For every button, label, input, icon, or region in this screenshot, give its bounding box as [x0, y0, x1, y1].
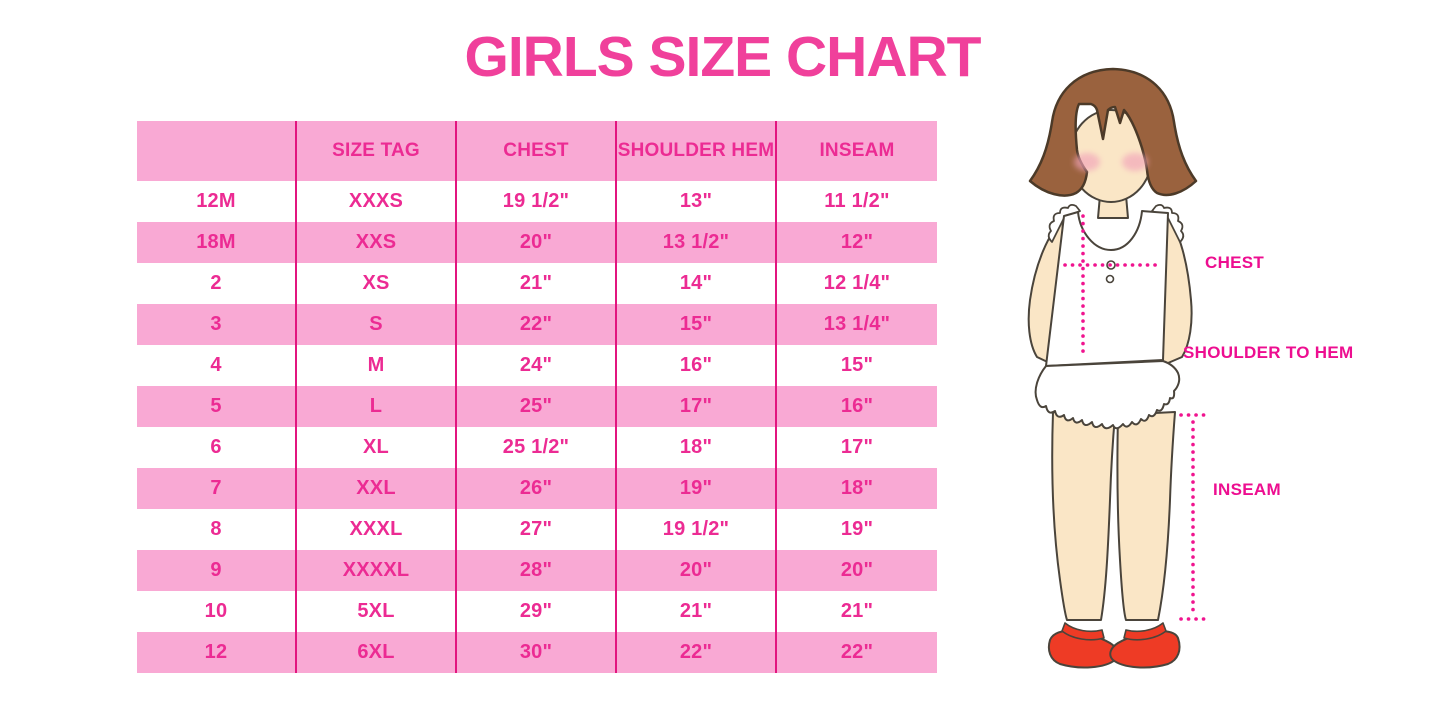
table-cell: 22" [840, 641, 874, 663]
table-row: 2 XS 21" 14" 12 1/4" [137, 263, 937, 304]
table-cell: XS [297, 263, 457, 304]
table-cell: XXXS [297, 181, 457, 222]
table-cell: 25 1/2" [457, 427, 617, 468]
table-cell: 15" [840, 354, 874, 376]
table-cell: 21" [457, 263, 617, 304]
table-cell: 13 1/2" [617, 222, 777, 263]
table-row: 5 L 25" 17" 16" [137, 386, 937, 427]
table-cell: 17" [617, 386, 777, 427]
table-cell: 12" [840, 231, 874, 253]
table-row: 6 XL 25 1/2" 18" 17" [137, 427, 937, 468]
table-row: 7 XXL 26" 19" 18" [137, 468, 937, 509]
table-cell: 15" [617, 304, 777, 345]
table-row: 10 5XL 29" 21" 21" [137, 591, 937, 632]
table-cell: S [297, 304, 457, 345]
chest-label: CHEST [1205, 253, 1265, 272]
column-header-shoulder-hem: SHOULDER HEM [617, 121, 777, 181]
table-row: 3 S 22" 15" 13 1/4" [137, 304, 937, 345]
column-header-chest: CHEST [457, 121, 617, 181]
girl-skirt [1034, 360, 1181, 430]
table-cell: 19 1/2" [617, 509, 777, 550]
table-header-row: SIZE TAG CHEST SHOULDER HEM INSEAM [137, 121, 937, 181]
table-row: 8 XXXL 27" 19 1/2" 19" [137, 509, 937, 550]
table-row: 18M XXS 20" 13 1/2" 12" [137, 222, 937, 263]
girl-top [1045, 210, 1169, 367]
table-cell: 21" [617, 591, 777, 632]
table-cell: 18" [617, 427, 777, 468]
girl-hair [1028, 67, 1198, 197]
table-cell: 17" [840, 436, 874, 458]
measurement-figure: CHEST SHOULDER TO HEM INSEAM [1020, 60, 1445, 723]
table-cell: XXS [297, 222, 457, 263]
column-header-inseam: INSEAM [819, 140, 895, 161]
table-cell: 7 [137, 468, 297, 509]
table-cell: 13" [617, 181, 777, 222]
shoulder-to-hem-label: SHOULDER TO HEM [1183, 343, 1354, 362]
table-cell: 5 [137, 386, 297, 427]
table-row: 12M XXXS 19 1/2" 13" 11 1/2" [137, 181, 937, 222]
top-button-2 [1105, 274, 1115, 284]
table-cell: 8 [137, 509, 297, 550]
table-cell: 5XL [297, 591, 457, 632]
table-cell: 6XL [297, 632, 457, 673]
table-cell: 22" [457, 304, 617, 345]
table-cell: 20" [840, 559, 874, 581]
girl-right-cheek [1122, 153, 1148, 171]
girl-right-leg [1116, 411, 1176, 621]
table-cell: XXXL [297, 509, 457, 550]
table-cell: 19" [617, 468, 777, 509]
table-cell: 2 [137, 263, 297, 304]
girl-left-leg [1051, 411, 1116, 621]
right-shoe-strap [1123, 622, 1167, 641]
table-cell: 18" [840, 477, 874, 499]
table-cell: XXL [297, 468, 457, 509]
girl-illustration [1027, 67, 1207, 669]
table-cell: 19" [840, 518, 874, 540]
table-row: 12 6XL 30" 22" 22" [137, 632, 937, 673]
table-cell: 24" [457, 345, 617, 386]
table-cell: 19 1/2" [457, 181, 617, 222]
table-cell: 4 [137, 345, 297, 386]
table-body: 12M XXXS 19 1/2" 13" 11 1/2" 18M XXS 20" 13 1/2"… [137, 181, 937, 673]
table-cell: XXXXL [297, 550, 457, 591]
table-cell: 28" [457, 550, 617, 591]
table-cell: 21" [840, 600, 874, 622]
column-header-size-tag: SIZE TAG [297, 121, 457, 181]
left-shoe-strap [1061, 622, 1105, 641]
table-cell: M [297, 345, 457, 386]
table-cell: 12 [137, 632, 297, 673]
table-cell: 26" [457, 468, 617, 509]
table-cell: 27" [457, 509, 617, 550]
table-cell: 22" [617, 632, 777, 673]
table-cell: 12 1/4" [823, 272, 891, 294]
size-chart-table: SIZE TAG CHEST SHOULDER HEM INSEAM 12M XX… [137, 121, 937, 673]
table-cell: 14" [617, 263, 777, 304]
page-title: GIRLS SIZE CHART [464, 25, 981, 89]
table-cell: 20" [617, 550, 777, 591]
table-cell: 9 [137, 550, 297, 591]
column-header-size [137, 121, 297, 181]
table-cell: XL [297, 427, 457, 468]
table-cell: 11 1/2" [824, 190, 890, 212]
table-cell: 3 [137, 304, 297, 345]
table-cell: L [297, 386, 457, 427]
inseam-label: INSEAM [1213, 480, 1281, 499]
table-row: 4 M 24" 16" 15" [137, 345, 937, 386]
table-cell: 25" [457, 386, 617, 427]
table-cell: 18M [137, 222, 297, 263]
table-cell: 13 1/4" [823, 313, 891, 335]
table-cell: 12M [137, 181, 297, 222]
table-cell: 30" [457, 632, 617, 673]
table-cell: 6 [137, 427, 297, 468]
table-cell: 20" [457, 222, 617, 263]
table-cell: 16" [617, 345, 777, 386]
table-cell: 10 [137, 591, 297, 632]
girl-left-cheek [1074, 153, 1100, 171]
table-row: 9 XXXXL 28" 20" 20" [137, 550, 937, 591]
table-cell: 29" [457, 591, 617, 632]
table-cell: 16" [840, 395, 874, 417]
